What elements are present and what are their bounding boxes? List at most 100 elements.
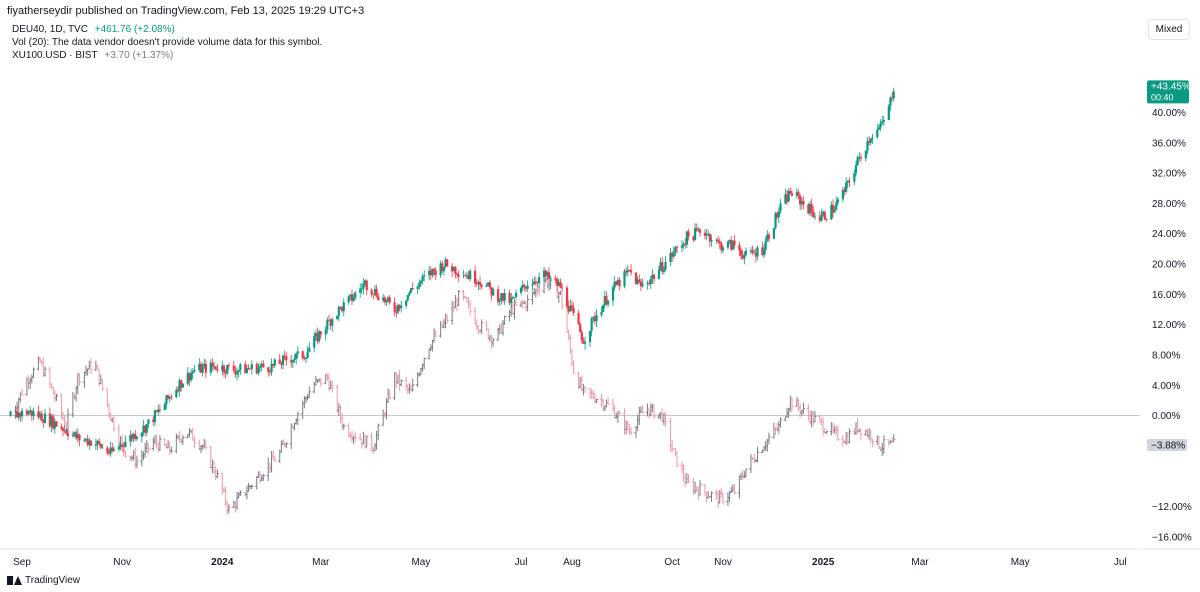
- deu40-candle: [71, 434, 74, 437]
- deu40-candle: [96, 440, 99, 445]
- deu40-candle: [856, 157, 859, 166]
- deu40-candle: [121, 444, 124, 447]
- y-tick-label: −12.00%: [1152, 502, 1192, 513]
- legend-volume-row: Vol (20): The data vendor doesn't provid…: [12, 36, 326, 49]
- deu40-candle: [191, 371, 194, 374]
- deu40-candle: [176, 389, 180, 392]
- deu40-candle: [27, 411, 30, 415]
- deu40-candle: [570, 305, 574, 308]
- deu40-candle: [86, 438, 89, 445]
- deu40-candle: [209, 362, 212, 373]
- deu40-candle: [393, 302, 396, 313]
- deu40-candle: [510, 298, 513, 303]
- deu40-candle: [55, 421, 58, 427]
- deu40-candle: [267, 367, 270, 372]
- deu40-candle: [168, 396, 171, 399]
- deu40-candle: [101, 447, 104, 449]
- deu40-candle: [477, 282, 480, 285]
- deu40-candle: [313, 336, 316, 348]
- deu40-candle: [211, 362, 214, 367]
- deu40-candle: [738, 245, 741, 251]
- deu40-candle: [557, 282, 560, 286]
- deu40-candle: [268, 371, 271, 373]
- deu40-candle: [480, 284, 483, 287]
- deu40-candle: [290, 360, 293, 363]
- deu40-candle: [63, 430, 66, 432]
- deu40-candle: [536, 282, 539, 284]
- deu40-candle: [157, 409, 160, 412]
- deu40-candle: [567, 306, 570, 312]
- deu40-candle: [349, 294, 352, 297]
- deu40-candle: [549, 277, 552, 279]
- deu40-candle: [235, 372, 239, 375]
- scale-mode-button[interactable]: Mixed: [1148, 19, 1190, 40]
- deu40-candle: [652, 274, 656, 279]
- deu40-candle: [9, 411, 12, 416]
- deu40-candle: [386, 297, 390, 300]
- deu40-candle: [475, 283, 478, 285]
- deu40-candle: [78, 434, 81, 441]
- x-tick-label: 2024: [211, 557, 234, 568]
- deu40-candle: [651, 274, 654, 279]
- legend-compare-row[interactable]: XU100.USD · BIST +3.70 (+1.37%): [12, 49, 326, 62]
- deu40-candle: [611, 287, 615, 301]
- tradingview-logo[interactable]: TradingView: [7, 575, 80, 586]
- deu40-candle: [398, 304, 401, 309]
- deu40-candle: [42, 421, 45, 423]
- deu40-candle: [664, 262, 667, 270]
- deu40-candle: [65, 430, 68, 434]
- deu40-candle: [776, 213, 779, 218]
- deu40-candle: [836, 199, 840, 203]
- deu40-candle: [721, 247, 725, 251]
- deu40-candle: [823, 211, 826, 220]
- deu40-candle: [629, 270, 633, 273]
- deu40-countdown: 00:40: [1151, 92, 1174, 102]
- deu40-candle: [247, 368, 250, 370]
- deu40-candle: [446, 259, 449, 267]
- deu40-candle: [636, 279, 639, 285]
- deu40-candle: [245, 368, 249, 374]
- deu40-candle: [515, 292, 518, 297]
- deu40-candle: [301, 351, 304, 359]
- deu40-candle: [134, 433, 137, 439]
- deu40-candle: [419, 281, 423, 283]
- deu40-candle: [455, 273, 459, 275]
- deu40-candle: [812, 210, 815, 217]
- deu40-candle: [281, 355, 285, 365]
- deu40-candle: [764, 240, 767, 250]
- deu40-candle: [485, 285, 488, 287]
- deu40-candle: [19, 412, 22, 417]
- deu40-candle: [703, 232, 707, 236]
- deu40-candle: [444, 259, 447, 267]
- deu40-candle: [441, 263, 444, 272]
- deu40-candle: [876, 129, 879, 138]
- deu40-candle: [892, 91, 895, 99]
- legend-main-row[interactable]: DEU40, 1D, TVC +461.76 (+2.08%): [12, 23, 326, 36]
- deu40-candle: [314, 333, 317, 337]
- y-tick-label: 12.00%: [1152, 320, 1186, 331]
- deu40-candle: [273, 359, 276, 366]
- deu40-candle: [43, 413, 47, 423]
- deu40-candle: [199, 363, 203, 373]
- deu40-candle: [490, 287, 493, 296]
- deu40-candle: [606, 300, 610, 305]
- deu40-candle: [623, 271, 626, 287]
- deu40-candle: [462, 275, 465, 277]
- deu40-candle: [293, 358, 296, 361]
- deu40-candle: [32, 411, 35, 416]
- deu40-candle: [423, 275, 426, 277]
- deu40-candle: [30, 410, 33, 416]
- deu40-candle: [373, 288, 377, 295]
- deu40-candle: [616, 279, 620, 285]
- deu40-candle: [262, 363, 265, 368]
- deu40-candle: [859, 156, 862, 159]
- deu40-candle: [687, 231, 690, 237]
- deu40-candle: [52, 416, 55, 429]
- deu40-candle: [487, 282, 490, 286]
- deu40-last-value-badge: [1147, 80, 1189, 104]
- deu40-candle: [808, 204, 812, 214]
- deu40-candle: [204, 363, 207, 373]
- x-tick-label: Mar: [312, 557, 330, 568]
- deu40-candle: [53, 421, 56, 429]
